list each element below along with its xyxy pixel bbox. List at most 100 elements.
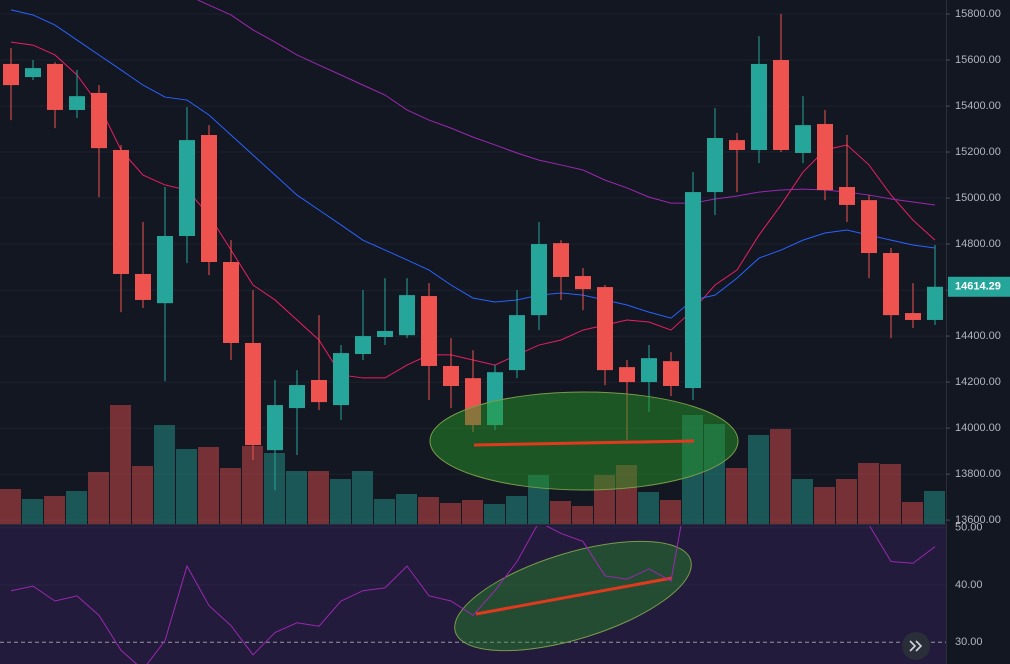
volume-bar xyxy=(396,494,417,524)
candle-body xyxy=(575,276,591,290)
scroll-icon[interactable] xyxy=(909,640,923,652)
volume-bar xyxy=(418,497,439,524)
volume-bar xyxy=(836,479,857,524)
candle-layer xyxy=(3,14,943,491)
candle-body xyxy=(157,236,173,304)
candle-body xyxy=(817,123,833,191)
rsi-tick-label: 50.00 xyxy=(955,522,983,534)
y-tick-label: 13800.00 xyxy=(955,468,1001,480)
trend-line xyxy=(475,576,673,616)
volume-bar xyxy=(154,425,175,524)
candle-body xyxy=(3,63,19,86)
candle-body xyxy=(289,385,305,409)
moving-average xyxy=(10,9,936,319)
volume-bar xyxy=(638,492,659,524)
candle-body xyxy=(113,149,129,274)
volume-bar xyxy=(462,500,483,524)
candle-body xyxy=(641,358,657,383)
trend-line xyxy=(473,439,695,447)
y-tick-label: 14800.00 xyxy=(955,238,1001,250)
candle-body xyxy=(685,192,701,389)
candle-body xyxy=(355,336,371,355)
candle-body xyxy=(861,200,877,254)
volume-bar xyxy=(660,500,681,524)
volume-bar xyxy=(924,491,945,524)
volume-bar xyxy=(440,503,461,524)
candle-body xyxy=(707,138,723,193)
volume-bar xyxy=(242,446,263,524)
candle-body xyxy=(619,367,635,383)
volume-bar xyxy=(220,468,241,524)
candle-body xyxy=(531,244,547,316)
candle-body xyxy=(135,273,151,300)
candle-body xyxy=(773,60,789,150)
rsi-line xyxy=(10,526,936,664)
rsi-layer xyxy=(10,526,936,664)
price-axis: 15800.00 15600.00 15400.00 15200.00 15000.00… xyxy=(946,8,1010,648)
volume-bar xyxy=(286,471,307,524)
volume-bar xyxy=(814,487,835,524)
candle-body xyxy=(311,380,327,403)
volume-bar xyxy=(330,479,351,524)
volume-bar xyxy=(110,405,131,524)
candle-body xyxy=(729,140,745,150)
candle-body xyxy=(553,243,569,277)
candle-body xyxy=(905,313,921,320)
y-tick-label: 15800.00 xyxy=(955,8,1001,20)
rsi-tick-label: 30.00 xyxy=(955,636,983,648)
volume-bar xyxy=(308,471,329,524)
candle-body xyxy=(927,286,943,320)
candle-body xyxy=(179,140,195,237)
volume-bar xyxy=(374,499,395,524)
y-tick-label: 15000.00 xyxy=(955,192,1001,204)
volume-bar xyxy=(550,501,571,524)
volume-bar xyxy=(858,463,879,524)
scroll-button[interactable] xyxy=(902,632,930,660)
volume-bar xyxy=(880,464,901,524)
candle-body xyxy=(91,92,107,149)
candle-body xyxy=(751,63,767,150)
volume-bar xyxy=(352,471,373,524)
volume-bar xyxy=(506,496,527,524)
candle-body xyxy=(443,365,459,386)
candle-body xyxy=(47,63,63,110)
y-tick-label: 15400.00 xyxy=(955,100,1001,112)
candle-body xyxy=(25,68,41,78)
y-tick-label: 14400.00 xyxy=(955,330,1001,342)
last-price-label: 14614.29 xyxy=(955,281,1001,293)
candle-body xyxy=(839,187,855,205)
candle-body xyxy=(795,125,811,153)
y-tick-label: 15200.00 xyxy=(955,146,1001,158)
candle-body xyxy=(267,405,283,451)
candle-body xyxy=(883,253,899,316)
highlight-ellipse xyxy=(429,391,739,491)
y-tick-label: 15600.00 xyxy=(955,54,1001,66)
candle-body xyxy=(421,296,437,366)
candle-body xyxy=(509,315,525,371)
volume-bar xyxy=(726,468,747,524)
candle-body xyxy=(223,262,239,343)
y-tick-label: 14000.00 xyxy=(955,422,1001,434)
volume-bar xyxy=(132,466,153,524)
y-tick-label: 13600.00 xyxy=(955,514,1001,526)
candle-body xyxy=(69,96,85,110)
volume-bar xyxy=(44,496,65,524)
candle-body xyxy=(597,287,613,371)
volume-bar xyxy=(198,447,219,524)
volume-bar xyxy=(572,506,593,524)
rsi-tick-label: 40.00 xyxy=(955,579,983,591)
volume-bar xyxy=(770,429,791,524)
candle-body xyxy=(663,361,679,386)
moving-average xyxy=(196,0,936,206)
volume-bar xyxy=(748,435,769,524)
y-tick-label: 14200.00 xyxy=(955,376,1001,388)
volume-bar xyxy=(22,499,43,524)
last-price-tag xyxy=(948,276,1010,297)
candle-body xyxy=(201,135,217,262)
volume-bar xyxy=(902,502,923,524)
volume-bar xyxy=(176,449,197,524)
volume-bar xyxy=(66,491,87,524)
rsi-pane xyxy=(0,525,946,664)
